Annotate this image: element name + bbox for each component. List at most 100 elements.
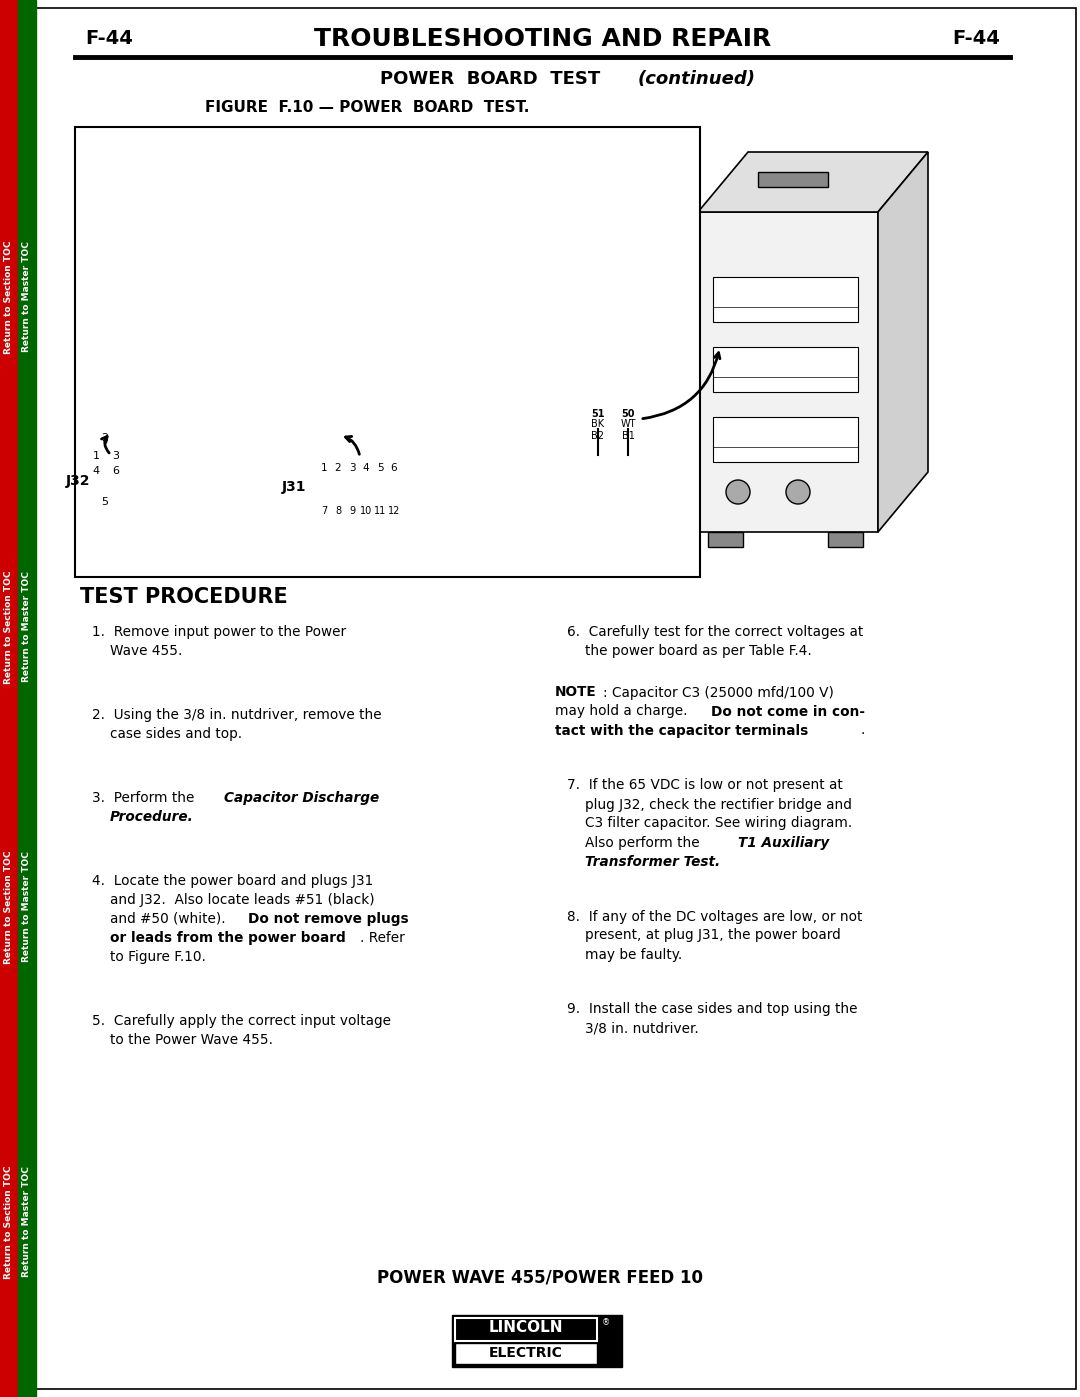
Text: BK: BK [592, 419, 605, 429]
Text: . Refer: . Refer [360, 930, 405, 944]
Text: LINCOLN: LINCOLN [489, 1320, 564, 1336]
Text: may hold a charge.: may hold a charge. [555, 704, 697, 718]
Circle shape [351, 422, 357, 429]
Circle shape [534, 240, 617, 324]
Text: case sides and top.: case sides and top. [110, 726, 242, 740]
Circle shape [323, 412, 329, 419]
Bar [114, 453, 125, 462]
Text: and J32.  Also locate leads #51 (black): and J32. Also locate leads #51 (black) [110, 893, 375, 907]
Circle shape [351, 412, 357, 419]
Text: 5: 5 [102, 497, 108, 507]
Circle shape [309, 422, 315, 429]
Circle shape [610, 291, 654, 334]
Polygon shape [698, 152, 928, 212]
Text: : Capacitor C3 (25000 mfd/100 V): : Capacitor C3 (25000 mfd/100 V) [603, 686, 834, 700]
Text: ®: ® [602, 1319, 610, 1327]
Bar [529, 136, 546, 207]
Bar [332, 490, 345, 502]
Text: 3: 3 [112, 451, 120, 461]
Text: B2: B2 [592, 432, 605, 441]
Text: TEST PROCEDURE: TEST PROCEDURE [80, 587, 287, 608]
Text: ELECTRIC: ELECTRIC [489, 1347, 563, 1361]
Text: Return to Section TOC: Return to Section TOC [4, 570, 14, 683]
Circle shape [119, 419, 125, 425]
Bar [387, 307, 406, 342]
Bar [339, 307, 357, 342]
Text: tact with the capacitor terminals: tact with the capacitor terminals [555, 724, 808, 738]
Text: 2.  Using the 3/8 in. nutdriver, remove the: 2. Using the 3/8 in. nutdriver, remove t… [92, 708, 381, 722]
Text: B1: B1 [622, 432, 634, 441]
Bar [346, 490, 357, 502]
Text: Do not remove plugs: Do not remove plugs [248, 912, 408, 926]
Text: FIGURE  F.10 — POWER  BOARD  TEST.: FIGURE F.10 — POWER BOARD TEST. [205, 99, 529, 115]
Bar [708, 532, 743, 548]
Text: NOTE: NOTE [555, 686, 596, 700]
Bar [200, 131, 375, 242]
Text: present, at plug J31, the power board: present, at plug J31, the power board [585, 929, 840, 943]
Text: 8.  If any of the DC voltages are low, or not: 8. If any of the DC voltages are low, or… [567, 909, 862, 923]
Bar [318, 490, 330, 502]
Bar [388, 490, 400, 502]
Text: Return to Master TOC: Return to Master TOC [23, 571, 31, 683]
Text: 7.  If the 65 VDC is low or not present at: 7. If the 65 VDC is low or not present a… [567, 778, 842, 792]
Text: WT: WT [620, 419, 636, 429]
Text: to the Power Wave 455.: to the Power Wave 455. [110, 1032, 273, 1046]
Text: 7: 7 [321, 506, 327, 515]
Circle shape [484, 228, 532, 277]
Text: 9: 9 [349, 506, 355, 515]
Bar [698, 212, 878, 532]
Text: J31: J31 [282, 481, 306, 495]
Text: 1: 1 [93, 451, 99, 461]
Bar [455, 1343, 597, 1363]
Text: TROUBLESHOOTING AND REPAIR: TROUBLESHOOTING AND REPAIR [314, 27, 771, 52]
Text: (continued): (continued) [638, 70, 756, 88]
Bar [193, 307, 212, 342]
Text: Capacitor Discharge: Capacitor Discharge [224, 791, 379, 805]
Bar [713, 416, 858, 462]
Bar [360, 490, 372, 502]
Bar [75, 127, 700, 577]
Bar [217, 307, 237, 342]
Bar [828, 532, 863, 548]
Text: Wave 455.: Wave 455. [110, 644, 183, 658]
Bar [577, 136, 595, 207]
Circle shape [553, 260, 597, 305]
Polygon shape [878, 152, 928, 532]
Bar [0, 0, 18, 1397]
Bar [145, 307, 164, 342]
Text: J32: J32 [66, 474, 90, 488]
Circle shape [97, 419, 103, 425]
Text: 9.  Install the case sides and top using the: 9. Install the case sides and top using … [567, 1003, 858, 1017]
Circle shape [295, 422, 301, 429]
Circle shape [337, 422, 343, 429]
Text: 3.  Perform the: 3. Perform the [92, 791, 199, 805]
Text: 51: 51 [591, 409, 605, 419]
Bar [455, 1317, 597, 1341]
Text: F-44: F-44 [953, 29, 1000, 49]
Bar [453, 1315, 622, 1368]
Bar [346, 476, 357, 488]
Text: 1.  Remove input power to the Power: 1. Remove input power to the Power [92, 624, 346, 638]
Text: Return to Master TOC: Return to Master TOC [23, 852, 31, 963]
Text: 4: 4 [363, 462, 369, 474]
Text: Return to Master TOC: Return to Master TOC [23, 1166, 31, 1277]
Text: Do not come in con-: Do not come in con- [711, 704, 865, 718]
Bar [505, 136, 523, 207]
Bar [135, 142, 157, 212]
Text: 4.  Locate the power board and plugs J31: 4. Locate the power board and plugs J31 [92, 875, 374, 888]
Circle shape [119, 409, 125, 415]
Text: may be faulty.: may be faulty. [585, 947, 683, 961]
Circle shape [365, 422, 372, 429]
Circle shape [108, 419, 114, 425]
Bar [618, 154, 635, 212]
Text: to Figure F.10.: to Figure F.10. [110, 950, 206, 964]
Text: 11: 11 [374, 506, 387, 515]
Circle shape [726, 481, 750, 504]
Text: 5: 5 [377, 462, 383, 474]
Bar [374, 490, 386, 502]
Text: Return to Section TOC: Return to Section TOC [4, 851, 14, 964]
Text: 2: 2 [335, 462, 341, 474]
Text: 6: 6 [112, 467, 120, 476]
Bar [291, 408, 382, 432]
Bar [114, 481, 125, 490]
